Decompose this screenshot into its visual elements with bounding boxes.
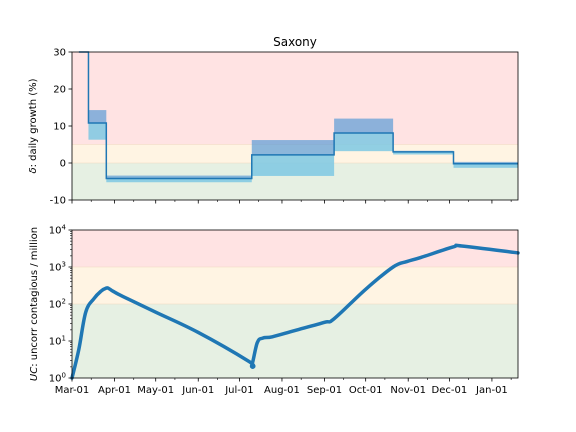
contagious-y-ticks: 100 101 102 103 104 (49, 224, 72, 385)
x-tick-label-9: Dec-01 (432, 385, 468, 396)
contagious-y-axis-label: UC: uncorr contagious / million (29, 227, 40, 381)
growth-zone-0 (72, 52, 518, 145)
growth-x-ticks (71, 200, 512, 204)
contagious-plot: 100 101 102 103 104 Mar-01 Apr-01 May-01 Jun-01… (29, 224, 520, 396)
growth-band-lower-5 (393, 151, 454, 155)
contagious-zone-1 (72, 267, 518, 304)
growth-band-lower-2 (106, 178, 252, 183)
contagious-series-line (70, 243, 520, 380)
contagious-y-tick-label-4: 104 (49, 224, 67, 237)
contagious-y-tick-label-3: 103 (49, 261, 66, 274)
growth-band-lower-4 (334, 133, 394, 152)
growth-y-axis-text: : daily growth (%) (28, 78, 39, 167)
growth-confidence-bands (88, 110, 518, 183)
growth-y-tick-label-2: 10 (53, 122, 66, 133)
growth-band-upper-1 (88, 110, 107, 124)
x-tick-label-6: Sep-01 (307, 385, 342, 396)
x-tick-label-5: Aug-01 (264, 385, 300, 396)
growth-y-axis-symbol: δ (28, 167, 39, 173)
x-tick-label-8: Nov-01 (390, 385, 426, 396)
contagious-y-tick-label-1: 101 (49, 335, 66, 348)
growth-band-lower-6 (453, 163, 518, 168)
x-tick-label-2: May-01 (137, 385, 174, 396)
contagious-zone-2 (72, 304, 518, 378)
contagious-y-axis-text: : uncorr contagious / million (29, 227, 40, 367)
growth-band-upper-3 (251, 140, 335, 155)
x-tick-label-7: Oct-01 (349, 385, 383, 396)
contagious-x-ticks: Mar-01 Apr-01 May-01 Jun-01 Jul-01 Aug-01 Sep-… (55, 378, 512, 396)
x-tick-label-10: Jan-01 (475, 385, 508, 396)
growth-y-tick-label-1: 0 (60, 159, 66, 170)
growth-y-tick-label-0: -10 (50, 196, 66, 207)
growth-y-axis-label: δ: daily growth (%) (28, 78, 39, 173)
contagious-y-axis-symbol: UC (29, 367, 40, 381)
growth-series-line (78, 51, 518, 180)
chart-title: Saxony (273, 35, 317, 49)
growth-band-upper-6 (453, 161, 518, 164)
growth-plot: -10 0 10 20 30 δ: daily growth (%) (28, 48, 519, 207)
contagious-zones (72, 230, 518, 378)
contagious-y-tick-label-0: 100 (49, 372, 66, 385)
contagious-y-tick-label-2: 102 (49, 298, 66, 311)
x-tick-label-1: Apr-01 (98, 385, 131, 396)
growth-band-upper-4 (334, 118, 394, 134)
growth-band-lower-1 (88, 123, 107, 140)
growth-y-ticks: -10 0 10 20 30 (50, 48, 72, 207)
x-tick-label-0: Mar-01 (55, 385, 90, 396)
growth-y-tick-label-3: 20 (53, 85, 66, 96)
x-tick-label-4: Jul-01 (224, 385, 253, 396)
growth-band-lower-3 (251, 154, 335, 176)
growth-y-tick-label-4: 30 (53, 48, 66, 59)
growth-band-upper-2 (106, 175, 252, 179)
x-tick-label-3: Jun-01 (181, 385, 214, 396)
